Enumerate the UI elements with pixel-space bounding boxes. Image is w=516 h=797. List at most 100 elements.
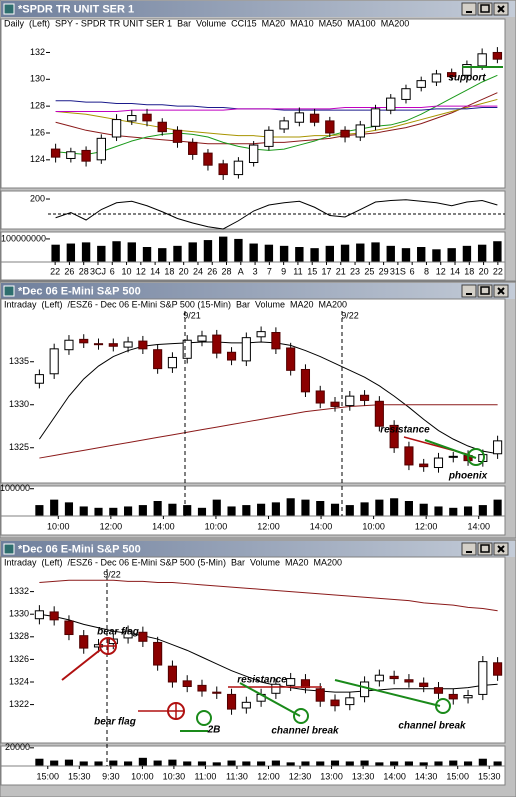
volume-bar xyxy=(478,505,487,516)
volume-bar xyxy=(301,499,310,516)
x-tick-label: 22 xyxy=(493,266,503,276)
candle-body xyxy=(81,149,91,162)
volume-bar xyxy=(493,761,502,766)
candle-body xyxy=(226,351,237,361)
volume-bar xyxy=(173,245,182,262)
x-tick-label: 28 xyxy=(79,266,89,276)
volume-bar xyxy=(271,760,280,766)
x-tick-label: 10 xyxy=(122,266,132,276)
x-axis-area xyxy=(0,261,506,281)
candle-body xyxy=(431,73,442,83)
y-tick-label: 200 xyxy=(30,193,45,203)
volume-bar xyxy=(447,248,456,262)
volume-bar xyxy=(477,244,487,262)
candle-body xyxy=(294,112,305,123)
candle-body xyxy=(370,108,381,127)
volume-bar xyxy=(463,506,473,516)
header-label: Daily xyxy=(4,18,25,28)
candle-body xyxy=(127,115,137,122)
window-icon xyxy=(3,543,15,555)
ma-line xyxy=(38,341,498,455)
x-tick-label: 21 xyxy=(336,266,346,276)
x-tick-label: 15:30 xyxy=(478,771,501,781)
volume-bar xyxy=(295,247,304,262)
ma-line xyxy=(55,100,498,111)
candle-body xyxy=(138,340,148,350)
x-tick-label: 15:00 xyxy=(446,771,469,781)
candle-body xyxy=(325,120,335,134)
candle-body xyxy=(49,348,59,375)
header-label: Intraday xyxy=(4,299,37,309)
legend-label: MA20 xyxy=(262,18,286,28)
candle-body xyxy=(477,53,487,67)
x-tick-label: 14 xyxy=(150,266,160,276)
x-tick-label: 29 xyxy=(379,266,389,276)
header-label: Volume xyxy=(255,299,285,309)
candle-body xyxy=(153,349,163,370)
volume-bar xyxy=(375,762,384,766)
volume-bar xyxy=(356,243,365,262)
candle-body xyxy=(286,347,296,371)
y-tick-label: 1324 xyxy=(9,676,29,686)
candle-body xyxy=(167,665,177,683)
candle-body xyxy=(309,113,320,123)
candle-body xyxy=(271,683,281,694)
y-tick-label: 1335 xyxy=(9,356,29,366)
candle-body xyxy=(355,124,365,138)
volume-bar xyxy=(375,499,384,516)
panel xyxy=(0,190,506,230)
volume-bar xyxy=(340,244,350,262)
volume-bar xyxy=(401,248,411,262)
candle-body xyxy=(401,88,411,100)
x-tick-label: 3 xyxy=(253,266,258,276)
x-tick-label: 11:00 xyxy=(195,771,217,781)
volume-bar xyxy=(345,505,354,516)
x-tick-label: 24 xyxy=(193,266,203,276)
button-glyph xyxy=(497,545,505,553)
header-label: Volume xyxy=(196,18,226,28)
y-tick-label: 130 xyxy=(30,74,45,84)
window-button xyxy=(461,284,477,298)
ma-line xyxy=(39,613,498,693)
candle-body xyxy=(233,160,244,176)
y-tick-label: 1332 xyxy=(9,586,29,596)
volume-bar xyxy=(138,757,147,766)
candle-body xyxy=(448,693,458,700)
x-tick-label: 8 xyxy=(424,266,429,276)
volume-bar xyxy=(493,241,502,262)
indicator-line xyxy=(55,199,498,230)
candle-body xyxy=(493,440,503,455)
panel xyxy=(0,485,506,517)
x-tick-label: 6 xyxy=(110,266,115,276)
x-tick-label: 7 xyxy=(267,266,272,276)
annotation: support xyxy=(448,73,486,84)
x-tick-label: 18 xyxy=(164,266,174,276)
candle-body xyxy=(197,684,207,692)
x-tick-label: A xyxy=(238,266,244,276)
volume-bar xyxy=(79,761,88,766)
x-tick-label: 15:00 xyxy=(37,771,60,781)
volume-bar xyxy=(97,245,106,262)
legend-label: MA10 xyxy=(290,18,314,28)
title-bar xyxy=(1,1,515,17)
header-label: SPY - SPDR TR UNIT SER 1 xyxy=(55,18,172,28)
volume-bar xyxy=(127,242,136,262)
candle-body xyxy=(279,120,289,130)
candle-body xyxy=(374,400,384,427)
volume-bar xyxy=(360,760,369,766)
candle-body xyxy=(96,137,107,161)
drawing xyxy=(435,698,451,714)
x-tick-label: 10:00 xyxy=(205,521,228,531)
volume-bar xyxy=(432,249,441,262)
drawing xyxy=(61,649,101,681)
x-tick-label: 22 xyxy=(50,266,60,276)
candle-body xyxy=(315,688,325,702)
volume-bar xyxy=(493,499,502,516)
volume-bar xyxy=(404,501,413,516)
window-icon xyxy=(3,3,15,15)
volume-bar xyxy=(153,501,162,516)
volume-bar xyxy=(419,762,428,766)
volume-bar xyxy=(242,761,251,766)
volume-bar xyxy=(264,244,274,262)
volume-bar xyxy=(183,761,192,766)
